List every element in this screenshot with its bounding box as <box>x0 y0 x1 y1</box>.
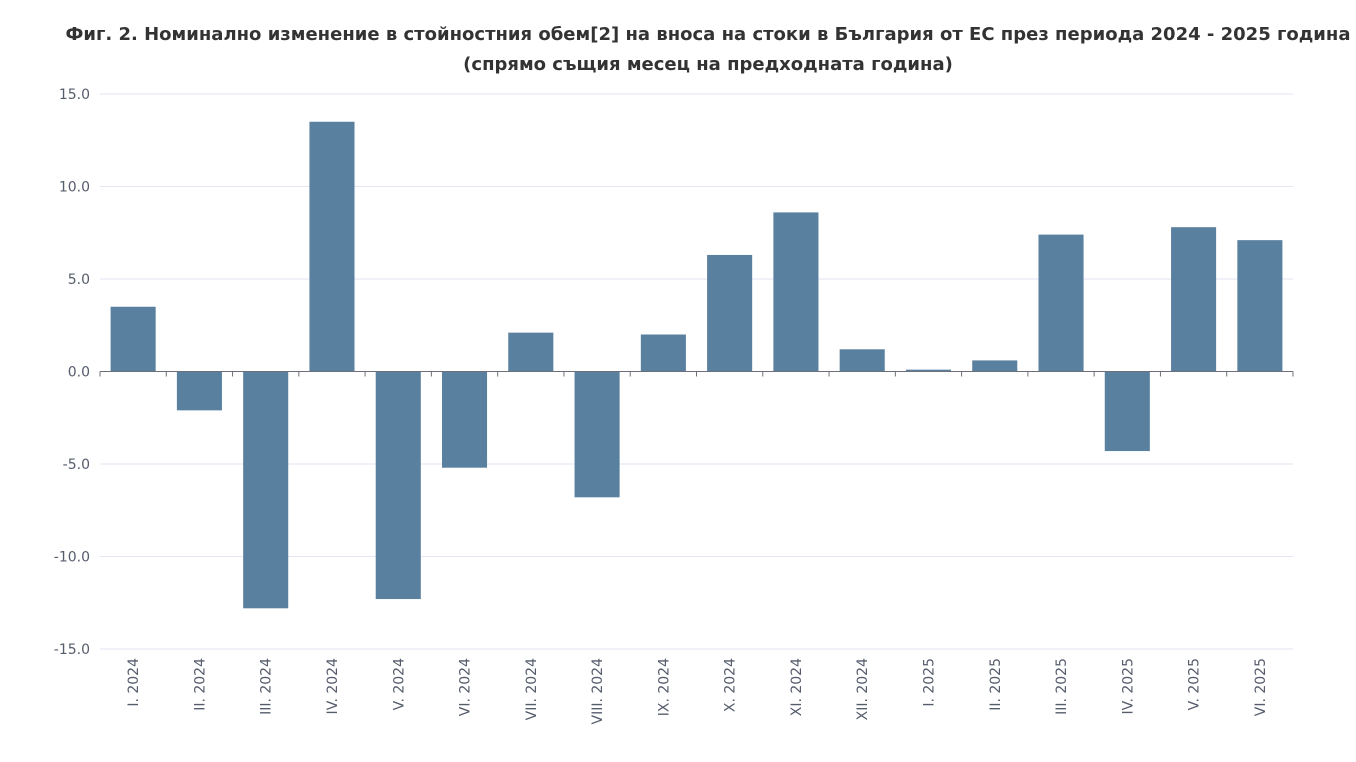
y-tick-label: 10.0 <box>59 180 90 196</box>
x-category-label: I. 2024 <box>126 658 142 707</box>
bar <box>110 306 156 372</box>
x-category-label: V. 2024 <box>391 658 407 710</box>
bar <box>839 349 885 372</box>
x-category-label: V. 2025 <box>1187 658 1203 710</box>
bar <box>243 371 289 609</box>
bar <box>375 371 421 600</box>
bar <box>309 121 355 372</box>
bar <box>1171 227 1217 372</box>
bar <box>972 360 1018 372</box>
x-category-label: VII. 2024 <box>524 658 540 720</box>
x-category-label: I. 2025 <box>921 658 937 707</box>
x-category-label: XII. 2024 <box>855 658 871 720</box>
x-category-label: III. 2025 <box>1054 658 1070 715</box>
bar <box>176 371 222 411</box>
bars <box>110 121 1283 609</box>
bar <box>574 371 620 498</box>
x-category-label: VIII. 2024 <box>590 658 606 725</box>
x-axis-category-labels: I. 2024 II. 2024 III. 2024 IV. 2024 V. 2024 V… <box>126 658 1269 725</box>
bar <box>441 371 488 468</box>
y-tick-label: -10.0 <box>54 550 90 566</box>
bar <box>1104 371 1150 452</box>
bar <box>773 212 819 372</box>
x-category-label: II. 2025 <box>988 658 1004 711</box>
bar <box>640 334 686 372</box>
y-tick-label: 0.0 <box>68 365 90 381</box>
bar <box>1237 240 1283 372</box>
x-category-label: II. 2024 <box>192 658 208 711</box>
y-axis-tick-labels: 15.0 10.0 5.0 0.0 -5.0 -10.0 -15.0 <box>54 87 90 658</box>
x-category-label: IV. 2025 <box>1120 658 1136 714</box>
bar <box>905 369 952 372</box>
x-category-label: III. 2024 <box>259 658 275 715</box>
x-axis <box>99 371 1294 377</box>
y-tick-label: -5.0 <box>63 457 90 473</box>
x-category-label: VI. 2024 <box>458 658 474 716</box>
bar <box>707 254 753 372</box>
y-tick-label: -15.0 <box>54 642 90 658</box>
x-category-label: VI. 2025 <box>1253 658 1269 716</box>
y-tick-label: 5.0 <box>68 272 90 288</box>
gridlines <box>100 93 1293 650</box>
chart-title: Фиг. 2. Номинално изменение в стойностни… <box>65 24 1351 75</box>
x-category-label: X. 2024 <box>723 658 739 712</box>
y-tick-label: 15.0 <box>59 87 90 103</box>
bar <box>1038 234 1084 372</box>
bar <box>508 332 554 372</box>
x-category-label: IV. 2024 <box>325 658 341 715</box>
x-category-label: IX. 2024 <box>656 658 672 716</box>
x-category-label: XI. 2024 <box>789 658 805 716</box>
